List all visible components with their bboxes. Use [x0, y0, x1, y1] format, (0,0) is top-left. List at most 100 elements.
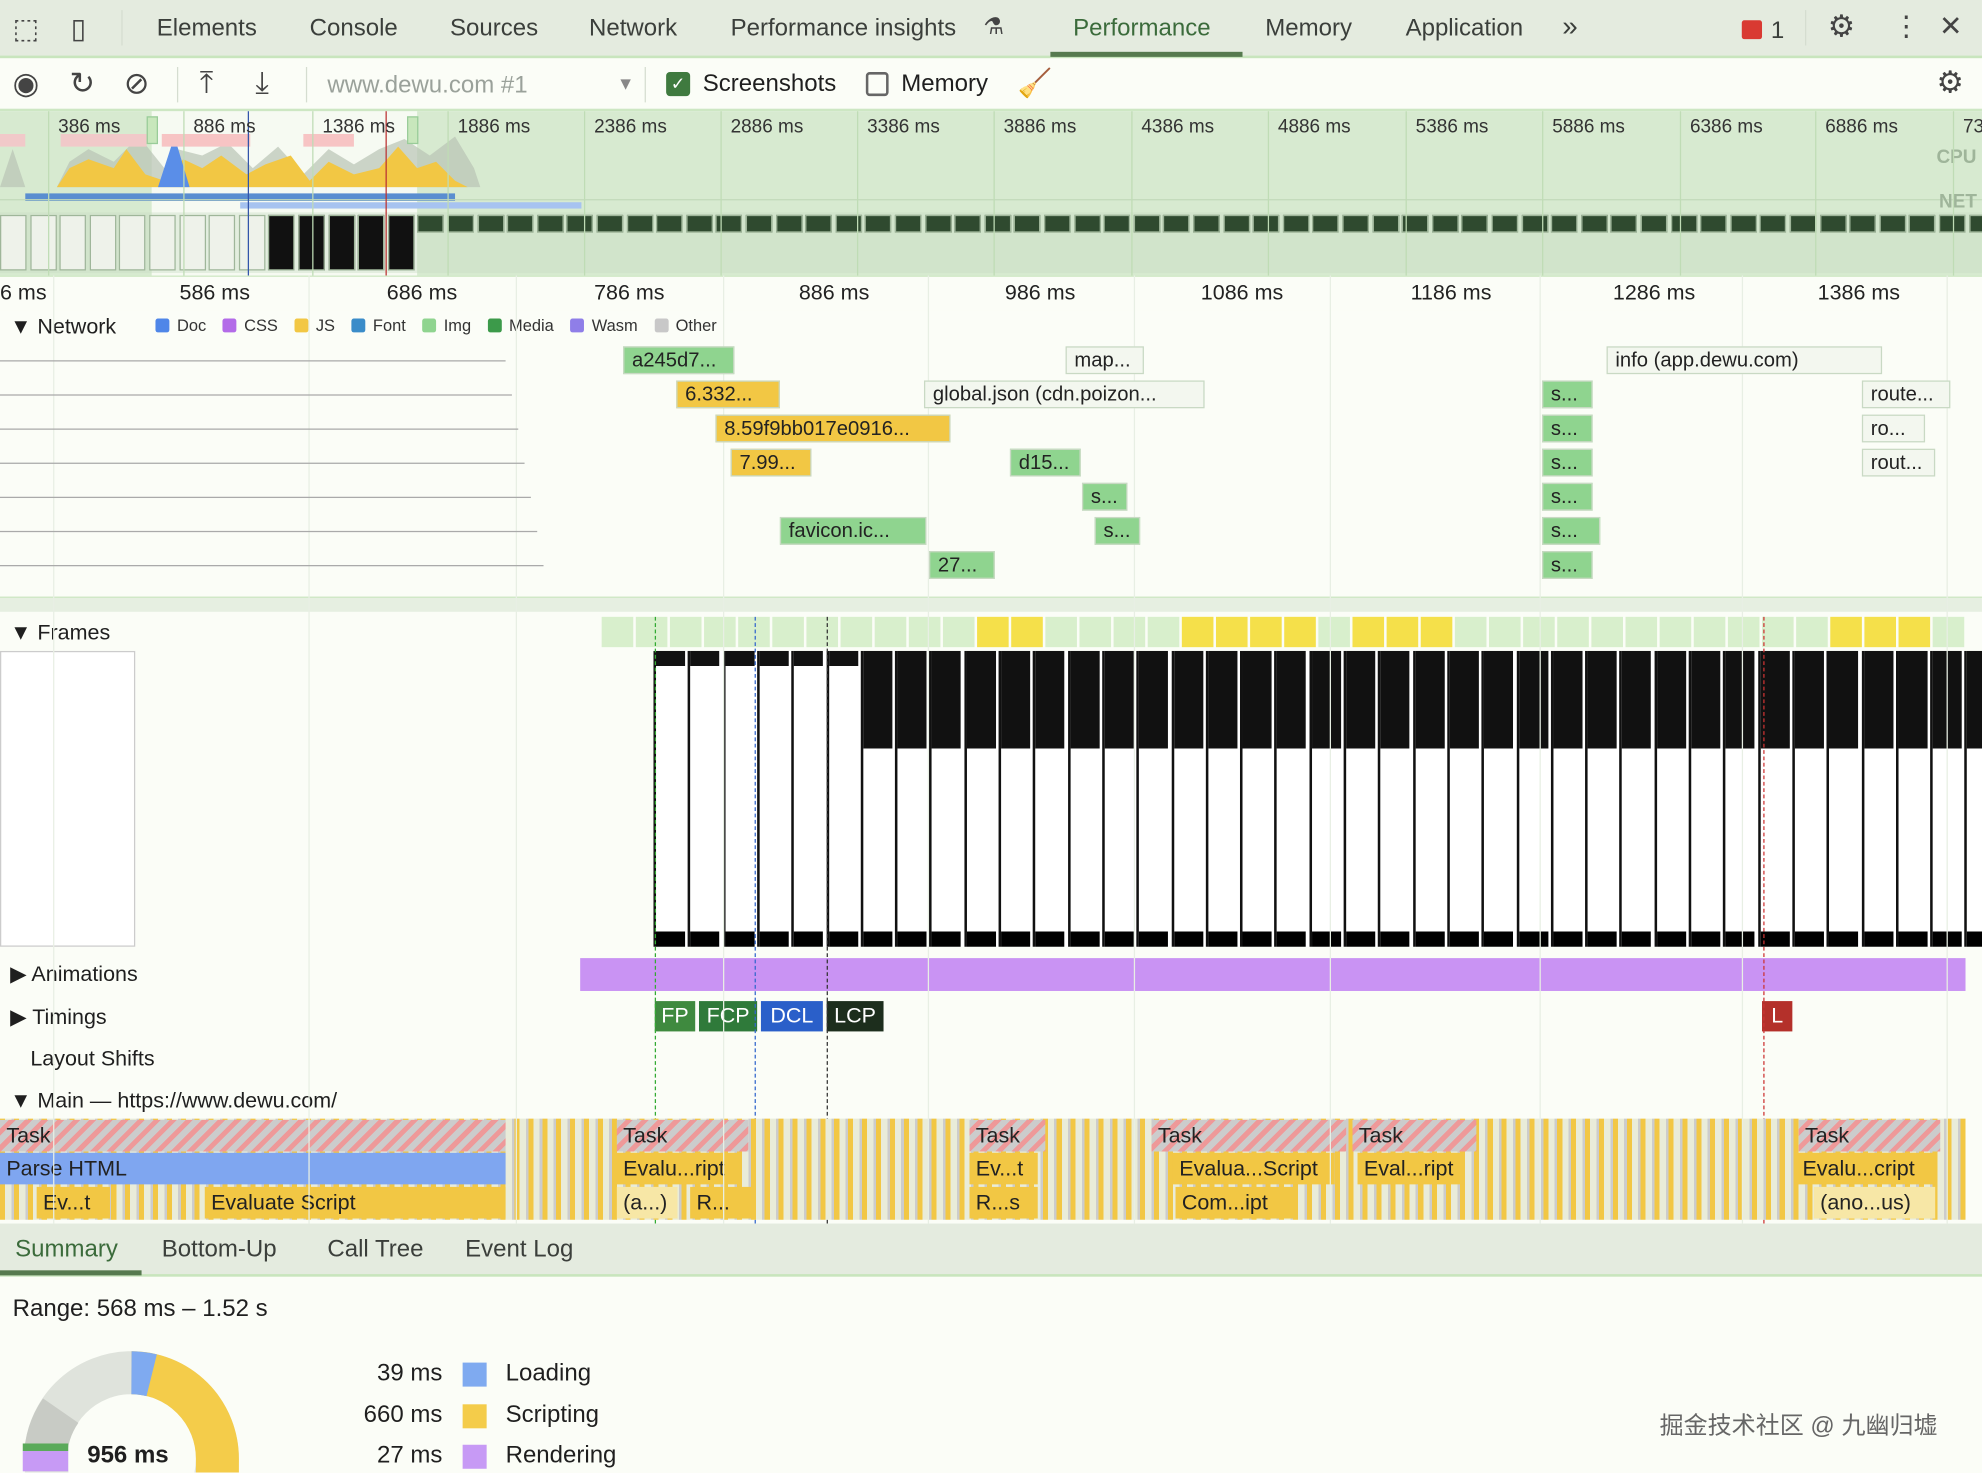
- tab-application[interactable]: Application: [1405, 15, 1524, 42]
- layout-shifts-track-header[interactable]: Layout Shifts: [30, 1046, 155, 1071]
- tab-event-log[interactable]: Event Log: [465, 1236, 574, 1263]
- frame-bar[interactable]: [1386, 616, 1419, 648]
- frame-bar[interactable]: [1454, 616, 1487, 648]
- frame-bar[interactable]: [1215, 616, 1248, 648]
- dcl-marker[interactable]: DCL: [760, 1001, 823, 1032]
- network-request-bar[interactable]: s...: [1094, 516, 1141, 545]
- frame-bar[interactable]: [806, 616, 839, 648]
- flame-entry[interactable]: Task: [1798, 1119, 1941, 1152]
- network-request-bar[interactable]: global.json (cdn.poizon...: [923, 380, 1205, 409]
- frame-bar[interactable]: [601, 616, 634, 648]
- flame-entry[interactable]: Eval...ript: [1357, 1152, 1464, 1185]
- animations-track-header[interactable]: ▶ Animations: [10, 961, 138, 986]
- more-options-icon[interactable]: ⋮: [1892, 10, 1921, 42]
- overview-right-handle[interactable]: [407, 116, 419, 145]
- flame-entry[interactable]: R...s: [969, 1186, 1038, 1219]
- flame-entry[interactable]: Ev...t: [969, 1152, 1038, 1185]
- network-request-bar[interactable]: rout...: [1861, 448, 1936, 477]
- flame-entry[interactable]: Task: [616, 1119, 749, 1152]
- frame-bar[interactable]: [1420, 616, 1453, 648]
- frame-bar[interactable]: [704, 616, 736, 648]
- record-icon[interactable]: ◉: [12, 66, 40, 102]
- frame-bar[interactable]: [977, 616, 1009, 648]
- tab-bottom-up[interactable]: Bottom-Up: [161, 1236, 277, 1263]
- tab-call-tree[interactable]: Call Tree: [327, 1236, 424, 1263]
- frame-bar[interactable]: [1318, 616, 1350, 648]
- network-request-bar[interactable]: 6.332...: [676, 380, 780, 409]
- frame-bar[interactable]: [1250, 616, 1282, 648]
- garbage-collect-icon[interactable]: 🧹: [1017, 66, 1053, 99]
- frame-bar[interactable]: [1079, 616, 1112, 648]
- flame-entry[interactable]: Task: [1352, 1119, 1477, 1152]
- frame-bar[interactable]: [874, 616, 907, 648]
- network-request-bar[interactable]: s...: [1542, 448, 1593, 477]
- frame-bar[interactable]: [942, 616, 975, 648]
- memory-checkbox[interactable]: [865, 72, 889, 97]
- animation-bar[interactable]: [580, 958, 1966, 991]
- frame-bar[interactable]: [1932, 616, 1965, 648]
- download-icon[interactable]: ⤓: [255, 65, 269, 100]
- flame-entry[interactable]: R...: [690, 1186, 754, 1219]
- tab-elements[interactable]: Elements: [156, 15, 257, 42]
- reload-record-icon[interactable]: ↻: [69, 66, 95, 102]
- tab-sources[interactable]: Sources: [449, 15, 539, 42]
- network-request-bar[interactable]: d15...: [1009, 448, 1081, 477]
- tab-performance[interactable]: Performance: [1073, 15, 1211, 42]
- fp-marker[interactable]: FP: [654, 1001, 696, 1032]
- device-toolbar-icon[interactable]: ▯: [70, 12, 87, 45]
- frame-bar[interactable]: [1864, 616, 1897, 648]
- screenshots-label[interactable]: Screenshots: [702, 70, 837, 98]
- capture-settings-icon[interactable]: ⚙: [1936, 65, 1964, 100]
- issues-count[interactable]: 1: [1770, 17, 1785, 45]
- frame-bar[interactable]: [1830, 616, 1862, 648]
- network-request-bar[interactable]: s...: [1542, 551, 1593, 579]
- flame-entry[interactable]: Task: [0, 1119, 506, 1152]
- track-splitter[interactable]: [0, 596, 1982, 612]
- network-request-bar[interactable]: ro...: [1861, 414, 1926, 443]
- network-request-bar[interactable]: info (app.dewu.com): [1606, 346, 1883, 375]
- flame-entry[interactable]: Evaluate Script: [204, 1186, 506, 1219]
- network-request-bar[interactable]: 8.59f9bb017e0916...: [715, 414, 951, 443]
- frame-bar[interactable]: [1659, 616, 1692, 648]
- frame-bar[interactable]: [772, 616, 804, 648]
- flame-entry[interactable]: (a...): [616, 1186, 678, 1219]
- frames-track-header[interactable]: ▼ Frames: [10, 620, 111, 645]
- frame-bar[interactable]: [1693, 616, 1726, 648]
- network-request-bar[interactable]: favicon.ic...: [779, 516, 927, 545]
- main-track-header[interactable]: ▼ Main — https://www.dewu.com/: [10, 1088, 338, 1113]
- load-marker[interactable]: L: [1762, 1001, 1793, 1032]
- frame-bar[interactable]: [1181, 616, 1214, 648]
- frame-bar[interactable]: [1113, 616, 1146, 648]
- lcp-marker[interactable]: LCP: [826, 1001, 884, 1032]
- network-track-header[interactable]: ▼ Network: [10, 315, 116, 340]
- frame-bar[interactable]: [1284, 616, 1316, 648]
- frame-bar[interactable]: [1147, 616, 1180, 648]
- profile-select[interactable]: www.dewu.com #1: [327, 72, 528, 99]
- timings-track-header[interactable]: ▶ Timings: [10, 1004, 107, 1029]
- tab-memory[interactable]: Memory: [1265, 15, 1353, 42]
- network-request-bar[interactable]: s...: [1081, 482, 1128, 511]
- tab-performance-insights[interactable]: Performance insights: [730, 15, 957, 42]
- network-request-bar[interactable]: s...: [1542, 380, 1593, 409]
- flame-entry[interactable]: Com...ipt: [1175, 1186, 1297, 1219]
- frame-bar[interactable]: [1591, 616, 1623, 648]
- frame-bar[interactable]: [1011, 616, 1043, 648]
- flame-entry[interactable]: Task: [969, 1119, 1046, 1152]
- network-request-bar[interactable]: 7.99...: [730, 448, 812, 477]
- frame-bar[interactable]: [1898, 616, 1931, 648]
- flame-entry[interactable]: Task: [1151, 1119, 1347, 1152]
- network-request-bar[interactable]: a245d7...: [623, 346, 735, 375]
- upload-icon[interactable]: ⤒: [199, 65, 214, 100]
- frame-bar[interactable]: [1045, 616, 1077, 648]
- issues-icon[interactable]: [1741, 20, 1763, 40]
- network-request-bar[interactable]: 27...: [929, 551, 995, 579]
- frame-bar[interactable]: [1557, 616, 1589, 648]
- frame-bar[interactable]: [738, 616, 770, 648]
- memory-label[interactable]: Memory: [901, 70, 988, 98]
- frame-bar[interactable]: [635, 616, 668, 648]
- chevron-down-icon[interactable]: ▼: [616, 73, 635, 94]
- network-request-bar[interactable]: s...: [1542, 414, 1593, 443]
- flame-entry[interactable]: Parse HTML: [0, 1152, 506, 1185]
- frame-bar[interactable]: [1352, 616, 1385, 648]
- frame-bar[interactable]: [1488, 616, 1521, 648]
